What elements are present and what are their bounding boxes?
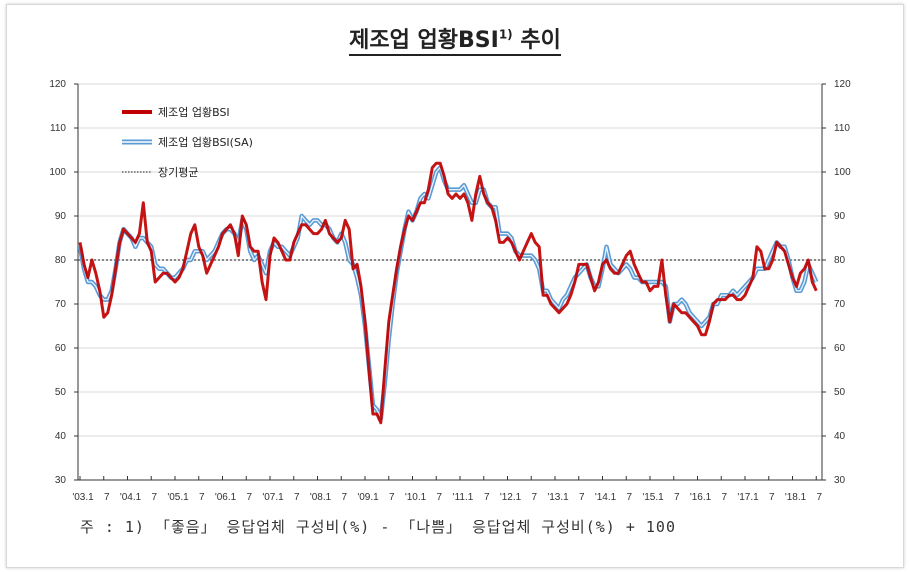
x-tick-label: 7 [294,492,300,503]
title-footnote-mark: 1) [498,27,513,42]
y-tick-label-left: 80 [55,255,67,266]
y-tick-label-left: 50 [55,387,67,398]
legend-label-bsi: 제조업 업황BSI [158,106,230,119]
chart-frame [6,4,904,568]
x-tick-label: '13.1 [547,492,569,503]
x-tick-label: 7 [531,492,537,503]
y-tick-label-right: 40 [834,431,846,442]
y-tick-label-right: 120 [834,79,851,90]
x-tick-label: 7 [769,492,775,503]
y-tick-label-right: 80 [834,255,846,266]
x-tick-label: 7 [104,492,110,503]
x-tick-label: 7 [484,492,490,503]
x-tick-label: '03.1 [72,492,94,503]
x-tick-label: 7 [341,492,347,503]
x-tick-label: '17.1 [737,492,759,503]
title-text: 제조업 업황BSI [349,28,499,53]
legend-label-bsi-sa: 제조업 업황BSI(SA) [158,136,253,149]
x-tick-label: '09.1 [357,492,379,503]
x-tick-label: 7 [816,492,822,503]
x-tick-label: '15.1 [642,492,664,503]
y-tick-label-right: 60 [834,343,846,354]
x-tick-label: '06.1 [215,492,237,503]
y-tick-label-right: 70 [834,299,846,310]
x-tick-label: '14.1 [595,492,617,503]
series-line-bsi [78,161,818,425]
x-tick-label: 7 [721,492,727,503]
x-tick-label: '05.1 [167,492,189,503]
x-tick-label: '16.1 [690,492,712,503]
y-tick-label-right: 90 [834,211,846,222]
legend-label-average: 장기평균 [158,166,198,179]
x-tick-label: '08.1 [310,492,332,503]
y-tick-label-left: 60 [55,343,67,354]
y-tick-label-right: 30 [834,475,846,486]
series-line-bsi-sa [77,165,819,421]
x-tick-label: 7 [246,492,252,503]
x-tick-label: 7 [579,492,585,503]
y-tick-label-left: 120 [49,79,66,90]
x-tick-label: 7 [389,492,395,503]
y-tick-label-left: 100 [49,167,66,178]
x-tick-label: '11.1 [453,492,474,503]
x-tick-label: 7 [436,492,442,503]
y-tick-label-right: 110 [834,123,850,134]
x-tick-label: 7 [151,492,157,503]
y-tick-label-left: 90 [55,211,67,222]
x-tick-label: '04.1 [120,492,142,503]
x-tick-label: 7 [626,492,632,503]
y-tick-label-left: 30 [55,475,67,486]
y-tick-label-left: 110 [50,123,66,134]
x-tick-label: 7 [674,492,680,503]
chart-title: 제조업 업황BSI1) 추이 [0,22,910,56]
y-tick-label-right: 100 [834,167,851,178]
series-line-bsi-sa-inner [79,166,817,420]
x-tick-label: 7 [199,492,205,503]
title-suffix: 추이 [520,28,561,53]
x-tick-label: '10.1 [405,492,427,503]
y-tick-label-left: 40 [55,431,67,442]
y-tick-label-right: 50 [834,387,846,398]
x-tick-label: '07.1 [262,492,284,503]
x-tick-label: '12.1 [500,492,522,503]
y-tick-label-left: 70 [55,299,67,310]
x-tick-label: '18.1 [785,492,807,503]
footnote: 주 : 1) 「좋음」 응답업체 구성비(%) - 「나쁨」 응답업체 구성비(… [80,518,676,536]
